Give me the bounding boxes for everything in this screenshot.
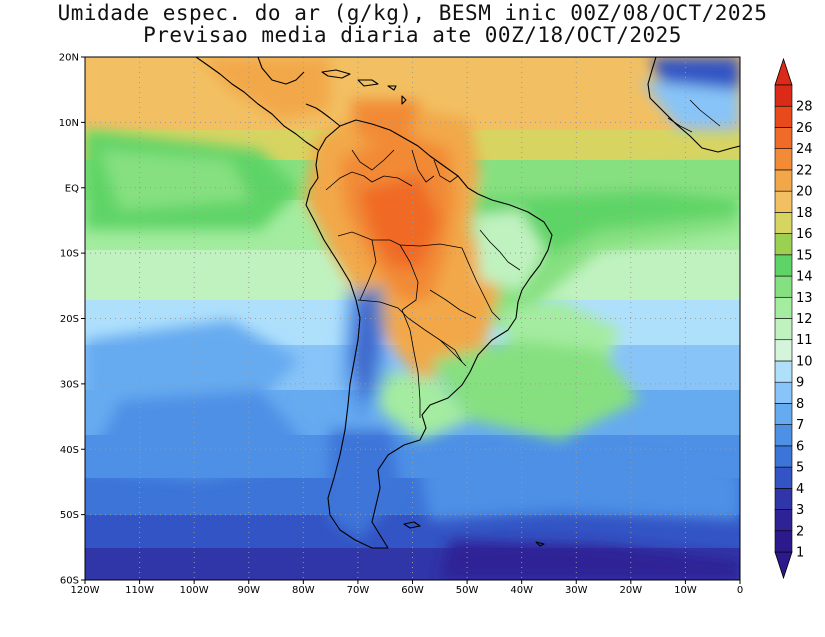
colorbar-swatch [774,318,793,341]
colorbar-label: 6 [796,439,804,454]
colorbar-label: 28 [796,100,813,115]
lat-tick-label: 20S [60,314,79,325]
colorbar-swatch [774,190,793,213]
colorbar-label: 1 [796,546,804,561]
colorbar-label: 12 [796,312,813,327]
colorbar-label: 5 [796,461,804,476]
lat-tick-label: 10S [60,249,79,260]
colorbar-swatch [774,381,793,404]
longitude-axis: 120W 110W 100W 90W 80W 70W 60W 50W 40W 30W 20W 10W 0 [71,580,743,596]
lat-tick-label: 50S [60,510,79,521]
colorbar-label: 20 [796,185,813,200]
colorbar-swatch [774,148,793,171]
colorbar-label: 3 [796,503,804,518]
lon-tick-label: 110W [125,585,154,596]
lat-tick-label: 60S [60,576,79,587]
colorbar-label: 9 [796,376,804,391]
colorbar-swatch [774,254,793,277]
lat-tick-label: 30S [60,379,79,390]
colorbar-swatch [774,488,793,510]
colorbar-label: 7 [796,418,804,433]
humidity-field [85,57,740,580]
colorbar-label: 14 [796,270,813,285]
title-line-2: Previsao media diaria ate 00Z/18/OCT/202… [143,23,682,47]
lon-tick-label: 100W [180,585,209,596]
lon-tick-label: 70W [347,585,370,596]
lon-tick-label: 10W [674,585,697,596]
colorbar-swatch [774,296,793,319]
lon-tick-label: 90W [237,585,260,596]
coastlines [195,57,740,549]
colorbar-swatch [774,445,793,468]
colorbar-label: 18 [796,206,813,221]
lon-tick-label: 60W [401,585,424,596]
lon-tick-label: 120W [71,585,100,596]
colorbar-swatch [774,339,793,362]
colorbar-label: 4 [796,482,804,497]
lat-tick-label: 10N [59,118,79,129]
colorbar-arrow-top [774,57,793,86]
colorbar-label: 24 [796,142,813,157]
colorbar-swatch [774,509,793,532]
colorbar-label: 10 [796,354,813,369]
colorbar-label: 2 [796,524,804,539]
colorbar-swatch [774,105,793,128]
lon-tick-label: 20W [620,585,643,596]
lon-tick-label: 30W [565,585,588,596]
colorbar-swatch [774,530,793,553]
lon-tick-label: 0 [737,585,743,596]
lat-tick-label: 40S [60,445,79,456]
lat-tick-label: EQ [65,183,79,194]
colorbar-label: 26 [796,121,813,136]
grid-lines [85,57,740,580]
colorbar-swatch [774,212,793,234]
lon-tick-label: 80W [292,585,315,596]
colorbar-label: 16 [796,227,813,242]
colorbar-label: 11 [796,333,813,348]
lon-tick-label: 40W [510,585,533,596]
colorbar-swatch [774,275,793,298]
colorbar-swatch [774,233,793,256]
latitude-axis: 20N 10N EQ 10S 20S 30S 40S 50S 60S [59,53,85,587]
colorbar-swatch [774,360,793,383]
colorbar-swatch [774,466,793,489]
country-borders [325,99,721,418]
colorbar-label: 15 [796,248,813,263]
colorbar-label: 13 [796,291,813,306]
title-line-1: Umidade espec. do ar (g/kg), BESM inic 0… [57,1,768,25]
colorbar-swatch [774,84,793,107]
chart-title: Umidade espec. do ar (g/kg), BESM inic 0… [0,2,825,46]
colorbar-swatch [774,403,793,425]
colorbar-swatch [774,127,793,149]
colorbar-label: 8 [796,397,804,412]
colorbar-swatch [774,424,793,447]
colorbar-swatch [774,169,793,192]
colorbar-arrow-bottom [774,551,793,580]
colorbar-label: 22 [796,163,813,178]
lat-tick-label: 20N [59,53,79,64]
lon-tick-label: 50W [456,585,479,596]
